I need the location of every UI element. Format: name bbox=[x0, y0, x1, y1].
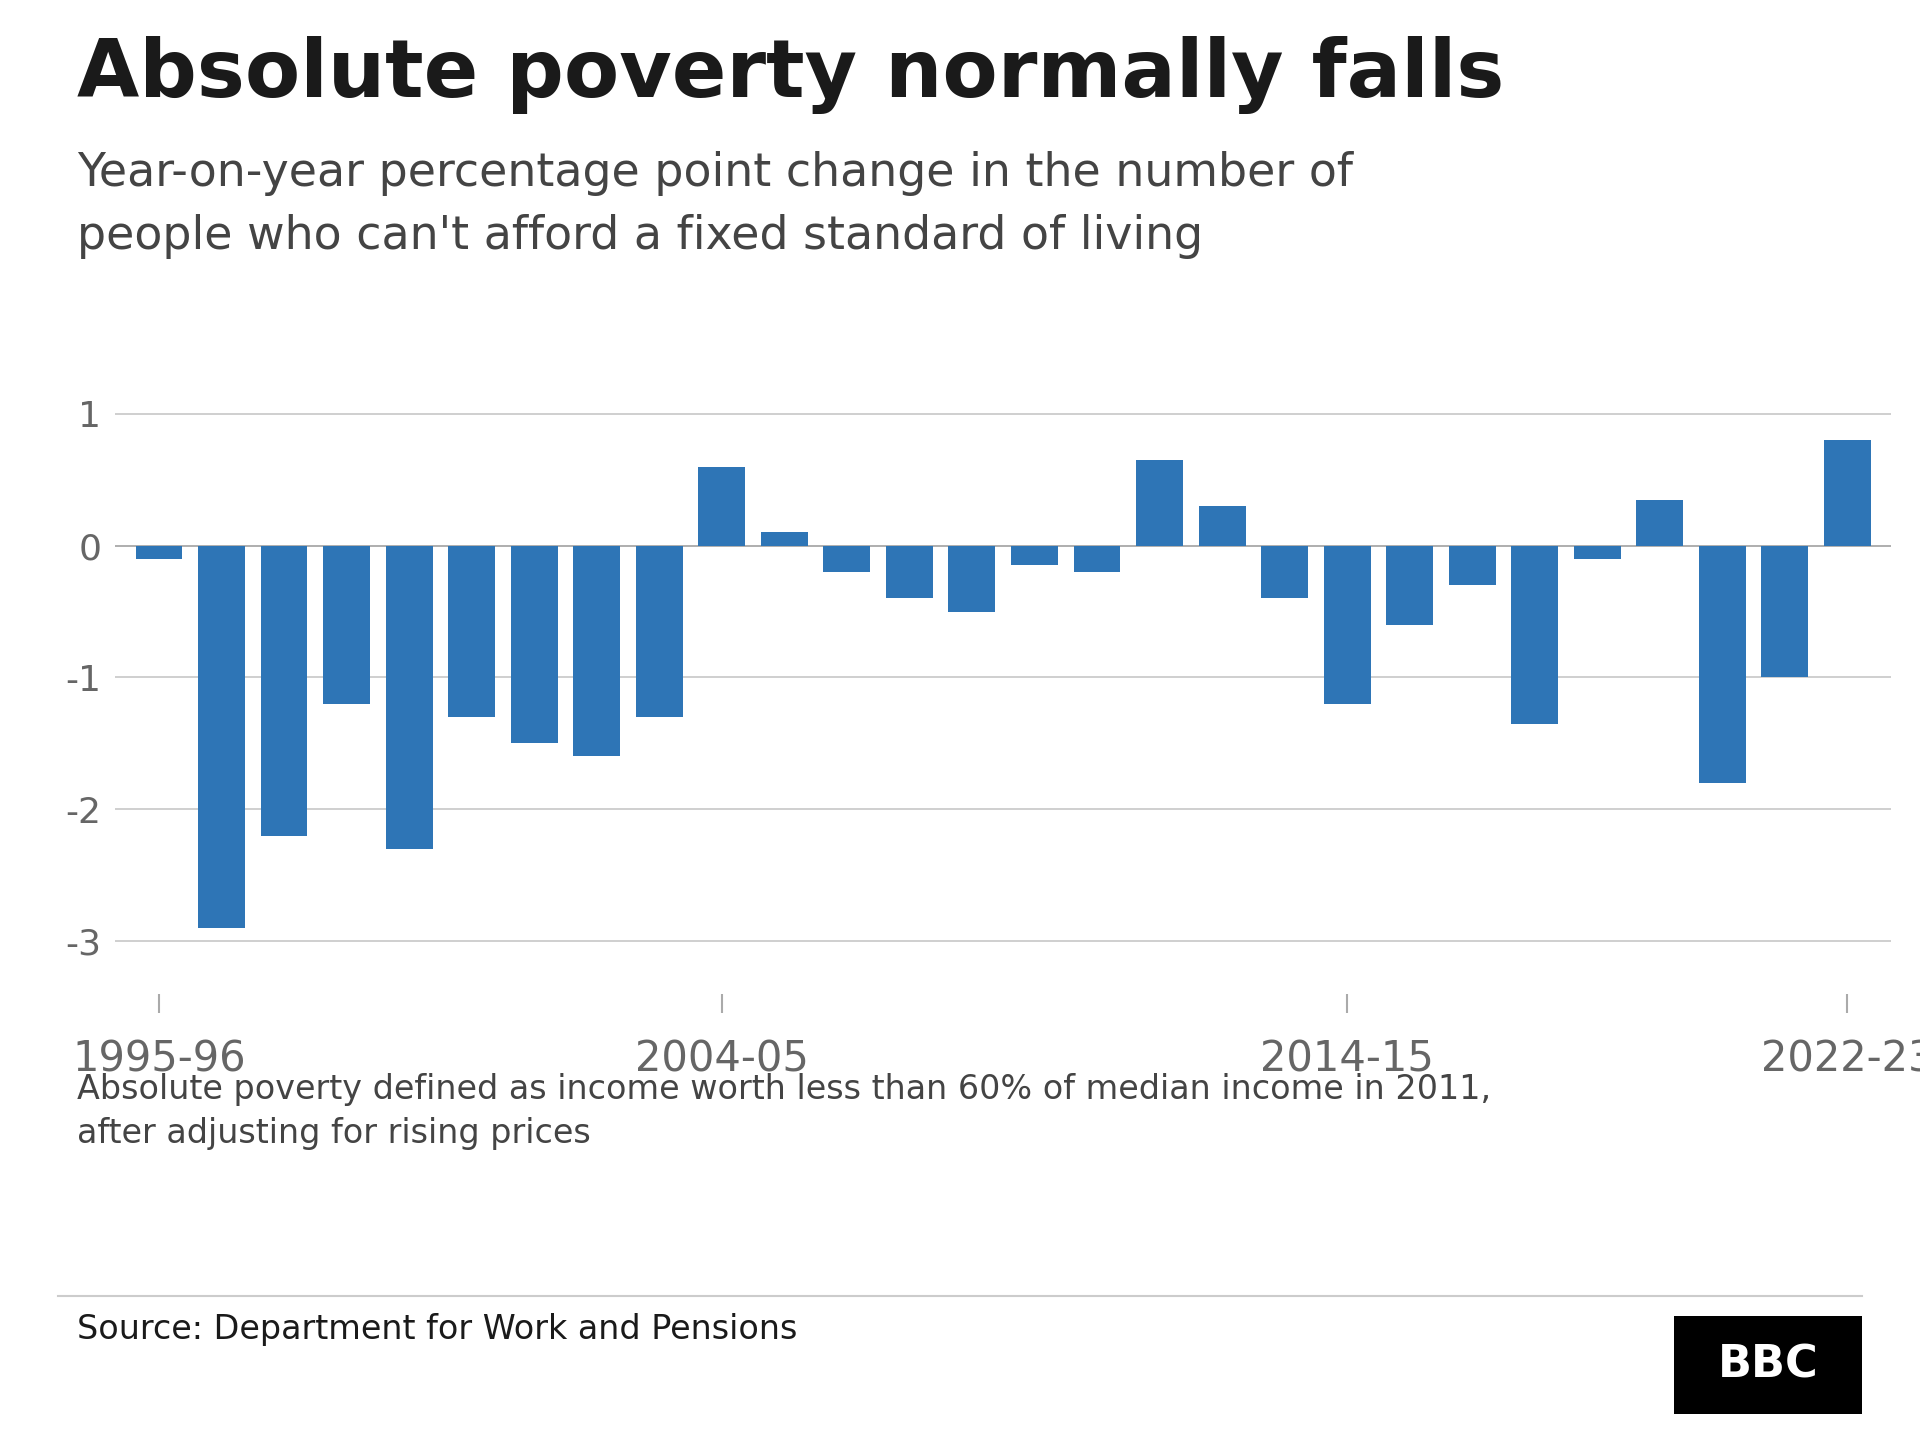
Bar bbox=[1198, 505, 1246, 546]
Bar bbox=[447, 546, 495, 717]
Bar bbox=[1012, 546, 1058, 566]
Bar bbox=[636, 546, 684, 717]
Text: Absolute poverty defined as income worth less than 60% of median income in 2011,: Absolute poverty defined as income worth… bbox=[77, 1073, 1492, 1151]
Bar bbox=[574, 546, 620, 756]
Bar bbox=[198, 546, 246, 927]
Bar bbox=[1511, 546, 1559, 723]
Text: Year-on-year percentage point change in the number of
people who can't afford a : Year-on-year percentage point change in … bbox=[77, 151, 1354, 259]
Bar bbox=[323, 546, 371, 704]
Bar bbox=[1636, 500, 1684, 546]
Bar bbox=[699, 467, 745, 546]
Text: Source: Department for Work and Pensions: Source: Department for Work and Pensions bbox=[77, 1313, 797, 1346]
Text: BBC: BBC bbox=[1718, 1344, 1818, 1387]
Text: Absolute poverty normally falls: Absolute poverty normally falls bbox=[77, 36, 1503, 114]
Bar bbox=[885, 546, 933, 599]
Bar bbox=[136, 546, 182, 559]
Bar bbox=[760, 533, 808, 546]
Bar bbox=[1137, 459, 1183, 546]
Bar bbox=[1073, 546, 1121, 572]
Bar bbox=[1824, 441, 1870, 546]
Bar bbox=[948, 546, 995, 612]
Bar bbox=[1761, 546, 1809, 677]
Bar bbox=[824, 546, 870, 572]
Bar bbox=[511, 546, 557, 743]
Bar bbox=[261, 546, 307, 835]
Bar bbox=[1323, 546, 1371, 704]
Bar bbox=[1450, 546, 1496, 585]
Bar bbox=[1574, 546, 1620, 559]
Bar bbox=[1261, 546, 1308, 599]
Bar bbox=[1699, 546, 1745, 783]
Bar bbox=[386, 546, 432, 848]
Bar bbox=[1386, 546, 1432, 625]
